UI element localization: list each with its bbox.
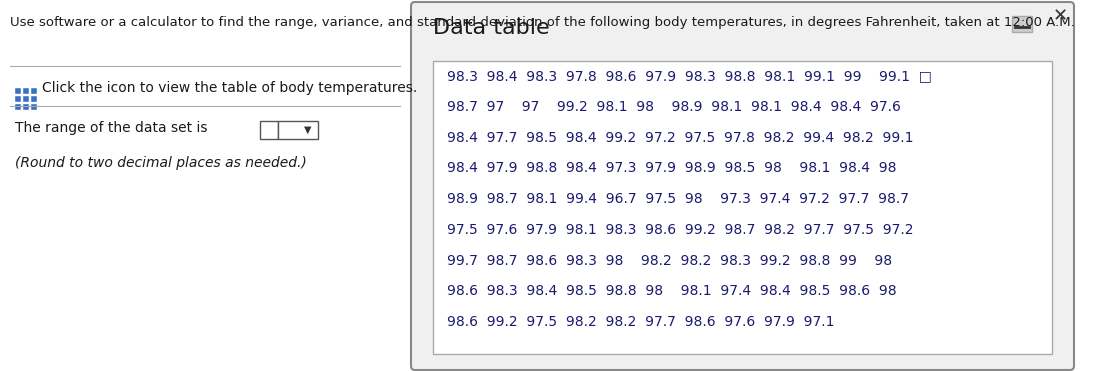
Text: ✕: ✕ — [1052, 7, 1068, 25]
Bar — [1012, 16, 1031, 32]
Text: 97.5  97.6  97.9  98.1  98.3  98.6  99.2  98.7  98.2  97.7  97.5  97.2: 97.5 97.6 97.9 98.1 98.3 98.6 99.2 98.7 … — [447, 223, 914, 237]
Bar — [433, 61, 1052, 354]
Text: 98.4  97.9  98.8  98.4  97.3  97.9  98.9  98.5  98    98.1  98.4  98: 98.4 97.9 98.8 98.4 97.3 97.9 98.9 98.5 … — [447, 161, 897, 175]
Text: 98.7  97    97    99.2  98.1  98    98.9  98.1  98.1  98.4  98.4  97.6: 98.7 97 97 99.2 98.1 98 98.9 98.1 98.1 9… — [447, 100, 900, 114]
Bar — [23, 104, 29, 110]
Text: The range of the data set is: The range of the data set is — [15, 121, 207, 135]
Text: 98.6  99.2  97.5  98.2  98.2  97.7  98.6  97.6  97.9  97.1: 98.6 99.2 97.5 98.2 98.2 97.7 98.6 97.6 … — [447, 315, 834, 329]
Text: Use software or a calculator to find the range, variance, and standard deviation: Use software or a calculator to find the… — [10, 16, 1074, 29]
Bar — [23, 96, 29, 102]
Text: 99.7  98.7  98.6  98.3  98    98.2  98.2  98.3  99.2  98.8  99    98: 99.7 98.7 98.6 98.3 98 98.2 98.2 98.3 99… — [447, 254, 893, 267]
Bar — [15, 104, 21, 110]
Text: Data table: Data table — [433, 18, 550, 38]
Bar — [31, 96, 37, 102]
Text: 98.9  98.7  98.1  99.4  96.7  97.5  98    97.3  97.4  97.2  97.7  98.7: 98.9 98.7 98.1 99.4 96.7 97.5 98 97.3 97… — [447, 192, 909, 206]
Text: ▼: ▼ — [304, 125, 312, 135]
Text: (Round to two decimal places as needed.): (Round to two decimal places as needed.) — [15, 156, 306, 170]
Bar — [260, 121, 278, 139]
Bar — [15, 96, 21, 102]
Text: 98.4  97.7  98.5  98.4  99.2  97.2  97.5  97.8  98.2  99.4  98.2  99.1: 98.4 97.7 98.5 98.4 99.2 97.2 97.5 97.8 … — [447, 131, 914, 145]
Text: 98.6  98.3  98.4  98.5  98.8  98    98.1  97.4  98.4  98.5  98.6  98: 98.6 98.3 98.4 98.5 98.8 98 98.1 97.4 98… — [447, 285, 897, 298]
Bar — [15, 88, 21, 94]
FancyBboxPatch shape — [411, 2, 1074, 370]
Text: 98.3  98.4  98.3  97.8  98.6  97.9  98.3  98.8  98.1  99.1  99    99.1  □: 98.3 98.4 98.3 97.8 98.6 97.9 98.3 98.8 … — [447, 69, 932, 83]
Bar — [31, 104, 37, 110]
Bar — [31, 88, 37, 94]
Text: Click the icon to view the table of body temperatures.: Click the icon to view the table of body… — [42, 81, 418, 95]
Bar — [23, 88, 29, 94]
Bar — [278, 121, 318, 139]
